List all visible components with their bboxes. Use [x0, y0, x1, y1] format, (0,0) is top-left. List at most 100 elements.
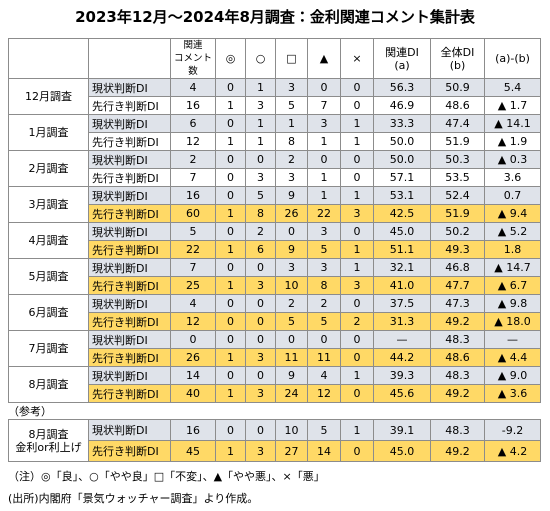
group-label: 8月調査 — [8, 366, 89, 403]
cell: 1 — [340, 186, 374, 205]
cell: 1 — [340, 366, 374, 385]
cell: 44.2 — [373, 348, 431, 367]
cell: 53.1 — [373, 186, 431, 205]
cell: 1 — [245, 78, 276, 97]
row: 先行き判断DI 12 1 1 8 1 1 50.0 51.9 ▲ 1.9 — [9, 132, 541, 151]
title: 2023年12月～2024年8月調査：金利関連コメント集計表 — [75, 8, 475, 26]
cell: 9 — [275, 240, 308, 259]
cell: 25 — [170, 276, 216, 295]
cell: ▲ 9.8 — [484, 294, 541, 313]
cell: 16 — [170, 186, 216, 205]
cell: 45.6 — [373, 384, 431, 403]
cell: — — [484, 330, 541, 349]
row: 先行き判断DI 26 1 3 11 11 0 44.2 48.6 ▲ 4.4 — [9, 348, 541, 367]
cell: 8 — [245, 204, 276, 223]
cell: 26 — [275, 204, 308, 223]
cell: 1 — [307, 168, 341, 187]
cell: 7 — [170, 168, 216, 187]
cell: 2 — [340, 312, 374, 331]
cell: 0 — [340, 330, 374, 349]
cell: 33.3 — [373, 114, 431, 133]
cell: 22 — [170, 240, 216, 259]
cell: 5 — [170, 222, 216, 241]
row-label: 先行き判断DI — [88, 168, 171, 187]
row: 7月調査 現状判断DI 0 0 0 0 0 0—48.3— — [8, 330, 541, 367]
cell: 0 — [245, 258, 276, 277]
group-label: 1月調査 — [8, 114, 89, 151]
row: 8月調査 現状判断DI 14 0 0 9 4 1 39.3 48.3 ▲ 9.0 — [8, 366, 541, 403]
cell: 1 — [340, 240, 374, 259]
cell: 1 — [340, 258, 374, 277]
row-label: 先行き判断DI — [88, 132, 171, 151]
row: 3月調査 現状判断DI 16 0 5 9 1 1 53.1 52.4 0.7 — [8, 186, 541, 223]
cell: 5 — [307, 240, 341, 259]
note: （注）◎「良」、○「やや良」□「不変」、▲「やや悪」、×「悪」 — [8, 470, 325, 483]
row-label: 先行き判断DI — [88, 384, 171, 403]
row: 先行き判断DI 25 1 3 10 8 3 41.0 47.7 ▲ 6.7 — [9, 276, 541, 295]
cell: 51.9 — [430, 132, 485, 151]
cell: 2 — [275, 294, 308, 313]
row: 先行き判断DI 12 0 0 5 5 2 31.3 49.2 ▲ 18.0 — [9, 312, 541, 331]
cell: 0 — [340, 96, 374, 115]
cell: 3 — [307, 114, 341, 133]
cell: 3 — [245, 168, 276, 187]
row-label: 現状判断DI — [88, 330, 171, 349]
cell: 4 — [170, 78, 216, 97]
row-label: 先行き判断DI — [88, 440, 171, 462]
cell: — — [373, 330, 431, 349]
cell: 3 — [340, 276, 374, 295]
cell: 0 — [215, 312, 246, 331]
cell: 6 — [245, 240, 276, 259]
reference-table: 8月調査 金利or利上げ 現状判断DI 16 0 0 10 5 1 39.1 48.3 -9.2 先行… — [8, 419, 541, 462]
group-label: 6月調査 — [8, 294, 89, 331]
cell: 2 — [245, 222, 276, 241]
cell: 42.5 — [373, 204, 431, 223]
cell: 3 — [245, 384, 276, 403]
row-label: 先行き判断DI — [88, 348, 171, 367]
row-label: 現状判断DI — [88, 150, 171, 169]
group-label: 8月調査 金利or利上げ — [8, 419, 89, 462]
cell: 1 — [215, 440, 246, 462]
cell: 4 — [307, 366, 341, 385]
row: 先行き判断DI 45 1 3 27 14 0 45.0 49.2 ▲ 4.2 — [9, 440, 541, 462]
cell: -9.2 — [484, 419, 541, 441]
cell: 1 — [215, 96, 246, 115]
cell: 39.3 — [373, 366, 431, 385]
cell: 48.6 — [430, 96, 485, 115]
cell: 39.1 — [373, 419, 431, 441]
cell: 3 — [307, 222, 341, 241]
cell: 0 — [215, 78, 246, 97]
cell: 22 — [307, 204, 341, 223]
cell: 3 — [245, 276, 276, 295]
cell: 12 — [170, 132, 216, 151]
cell: 1 — [215, 384, 246, 403]
cell: 8 — [307, 276, 341, 295]
cell: ▲ 1.9 — [484, 132, 541, 151]
cell: 0 — [307, 150, 341, 169]
header-cell: ▲ — [307, 38, 341, 79]
cell: 14 — [307, 440, 341, 462]
cell: 60 — [170, 204, 216, 223]
row-label: 先行き判断DI — [88, 312, 171, 331]
cell: 51.1 — [373, 240, 431, 259]
cell: 0 — [340, 168, 374, 187]
cell: 0 — [215, 186, 246, 205]
row-label: 現状判断DI — [88, 186, 171, 205]
cell: 1 — [215, 204, 246, 223]
cell: 0 — [340, 294, 374, 313]
cell: 0 — [215, 114, 246, 133]
row: 先行き判断DI 40 1 3 24 12 0 45.6 49.2 ▲ 3.6 — [9, 384, 541, 403]
cell: 46.9 — [373, 96, 431, 115]
cell: 10 — [275, 276, 308, 295]
header-cell: (a)-(b) — [484, 38, 541, 79]
header-cell: 関連 コメント数 — [170, 38, 216, 79]
row-label: 先行き判断DI — [88, 204, 171, 223]
cell: ▲ 4.2 — [484, 440, 541, 462]
cell: 37.5 — [373, 294, 431, 313]
row: 先行き判断DI 16 1 3 5 7 0 46.9 48.6 ▲ 1.7 — [9, 96, 541, 115]
cell: 0 — [245, 419, 276, 441]
group-label: 12月調査 — [8, 78, 89, 115]
cell: 53.5 — [430, 168, 485, 187]
cell: 0 — [340, 384, 374, 403]
cell: 1 — [245, 132, 276, 151]
